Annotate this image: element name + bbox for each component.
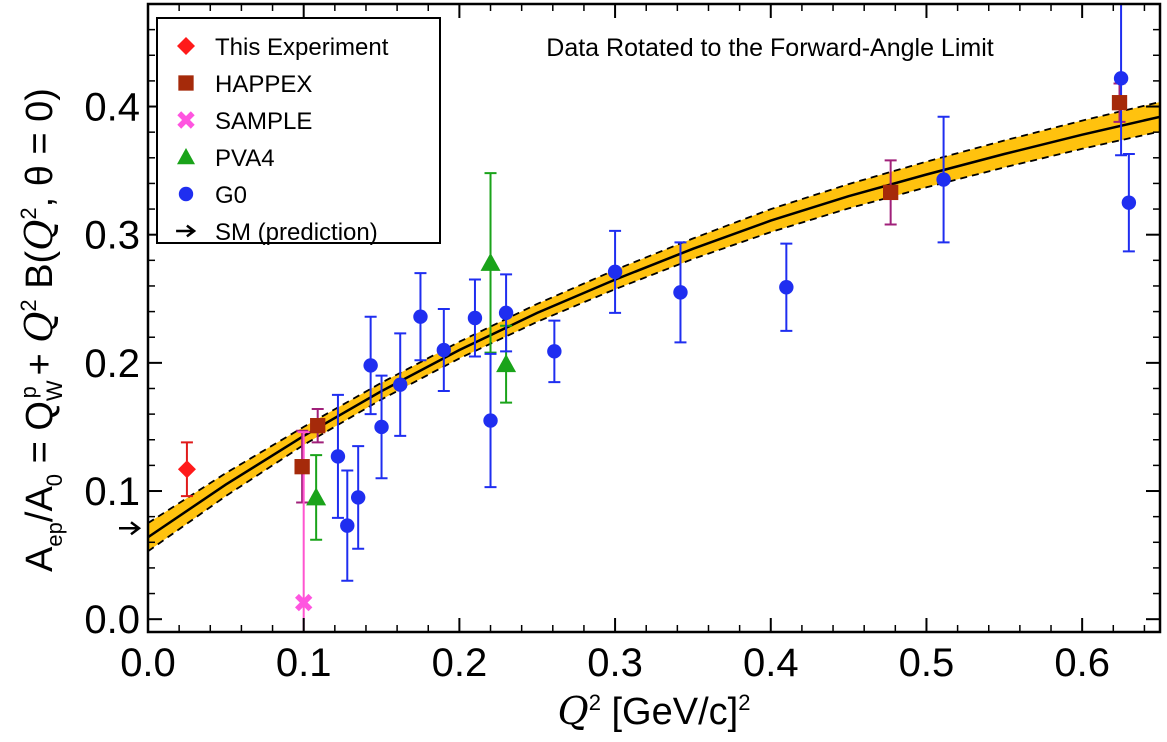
point-g0-15 (936, 172, 951, 187)
plot-frame (146, 2, 1162, 634)
y-tick-label: 0.4 (84, 86, 140, 130)
point-g0-10 (498, 305, 514, 321)
point-g0-0 (330, 449, 346, 464)
legend: This Experiment HAPPEX SAMPLE PVA4 G0 SM (pre… (156, 17, 441, 246)
point-g0-9 (483, 413, 498, 428)
point-sample-0 (294, 593, 313, 612)
y-axis-label: Aep/A0 = QWp + Q2 B(Q2, θ = 0) (16, 88, 67, 572)
sm-prediction-arrow (119, 521, 142, 536)
x-tick-label: 0.0 (120, 641, 176, 685)
legend-marker-this-experiment (177, 37, 195, 55)
legend-label: PVA4 (215, 145, 275, 172)
legend-marker-g0 (178, 186, 194, 202)
ticks-group: 0.0 0.1 0.2 0.3 0.4 0.5 0.6 0.0 0.1 0.2 0.3 0.4 (84, 4, 1160, 685)
legend-label: SAMPLE (215, 108, 312, 135)
point-g0-6 (413, 309, 428, 324)
point-happex-1 (310, 418, 326, 434)
markers-group (177, 71, 1137, 612)
y-tick-label: 0.2 (84, 342, 140, 386)
error-bars-group (180, 4, 1135, 632)
y-tick-label: 0.0 (84, 598, 140, 642)
point-g0-7 (436, 342, 452, 358)
point-g0-2 (350, 490, 366, 505)
point-g0-4 (374, 419, 389, 435)
legend-marker-sm-prediction- (176, 224, 197, 238)
x-tick-label: 0.1 (276, 641, 332, 685)
y-tick-label: 0.1 (84, 470, 140, 514)
chart-annotation: Data Rotated to the Forward-Angle Limit (546, 34, 993, 62)
legend-box (156, 17, 441, 244)
x-tick-label: 0.5 (899, 641, 955, 685)
error-bar-sample-0 (297, 431, 310, 632)
legend-marker-sample (177, 111, 195, 129)
x-tick-label: 0.4 (743, 641, 799, 685)
point-this-experiment-0 (177, 460, 196, 479)
legend-label: SM (prediction) (215, 219, 378, 246)
fit-band-lower (148, 130, 1160, 553)
point-g0-8 (467, 310, 483, 326)
x-tick-label: 0.6 (1054, 641, 1110, 685)
point-pva4-0 (306, 487, 327, 506)
legend-marker-happex (178, 75, 194, 91)
point-g0-13 (673, 285, 688, 300)
y-tick-label: 0.3 (84, 214, 140, 258)
x-tick-label: 0.2 (432, 641, 488, 685)
point-g0-5 (393, 377, 408, 392)
legend-label: G0 (215, 182, 247, 209)
point-g0-3 (363, 358, 378, 373)
point-happex-3 (1111, 95, 1128, 111)
point-g0-17 (1121, 195, 1137, 210)
point-happex-0 (294, 459, 310, 475)
point-g0-16 (1113, 71, 1129, 86)
fit-band (148, 102, 1160, 552)
point-g0-11 (547, 344, 562, 359)
point-g0-12 (607, 264, 623, 280)
x-tick-label: 0.3 (587, 641, 643, 685)
legend-label: HAPPEX (215, 71, 312, 98)
legend-marker-pva4 (177, 148, 195, 165)
point-pva4-1 (496, 354, 517, 373)
point-pva4-2 (480, 252, 501, 271)
point-g0-1 (340, 518, 355, 533)
point-happex-2 (883, 184, 899, 201)
legend-label: This Experiment (215, 34, 389, 61)
x-axis-label: Q2 [GeV/c]2 (558, 689, 751, 733)
point-g0-14 (779, 280, 794, 295)
